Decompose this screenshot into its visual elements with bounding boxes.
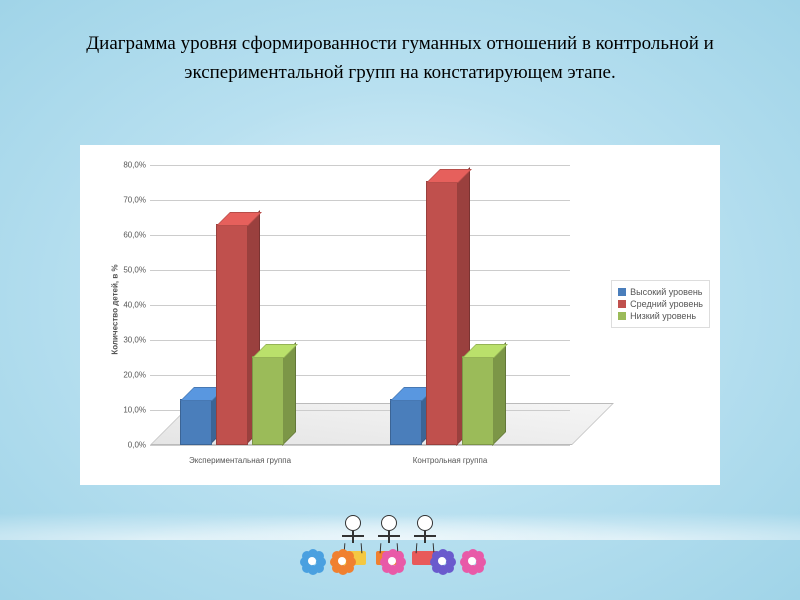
bar bbox=[426, 183, 456, 446]
grid-line bbox=[150, 165, 570, 166]
y-tick-label: 80,0% bbox=[108, 161, 146, 170]
y-tick-label: 40,0% bbox=[108, 301, 146, 310]
y-tick-label: 20,0% bbox=[108, 371, 146, 380]
y-tick-label: 10,0% bbox=[108, 406, 146, 415]
legend-item: Средний уровень bbox=[618, 299, 703, 309]
x-category-label: Контрольная группа bbox=[370, 456, 530, 465]
page: Диаграмма уровня сформированности гуманн… bbox=[0, 0, 800, 600]
y-tick-label: 50,0% bbox=[108, 266, 146, 275]
flower-icon bbox=[300, 549, 324, 573]
flower-icon bbox=[330, 549, 354, 573]
flower-icon bbox=[380, 549, 404, 573]
bar bbox=[390, 401, 420, 445]
grid-line bbox=[150, 305, 570, 306]
legend-item: Высокий уровень bbox=[618, 287, 703, 297]
bar bbox=[462, 358, 492, 446]
chart-area: Количество детей, в % 0,0%10,0%20,0%30,0… bbox=[80, 145, 720, 485]
legend: Высокий уровень Средний уровень Низкий уро… bbox=[611, 280, 710, 328]
grid-line bbox=[150, 375, 570, 376]
legend-item: Низкий уровень bbox=[618, 311, 703, 321]
flower-icon bbox=[460, 549, 484, 573]
grid-line bbox=[150, 270, 570, 271]
y-tick-label: 30,0% bbox=[108, 336, 146, 345]
grid-line bbox=[150, 340, 570, 341]
plot-region: 0,0%10,0%20,0%30,0%40,0%50,0%60,0%70,0%8… bbox=[150, 165, 570, 445]
bar bbox=[252, 358, 282, 446]
bar bbox=[216, 226, 246, 445]
grid-line bbox=[150, 445, 570, 446]
flower-icon bbox=[430, 549, 454, 573]
footer-decoration bbox=[280, 505, 520, 575]
y-tick-label: 60,0% bbox=[108, 231, 146, 240]
y-tick-label: 70,0% bbox=[108, 196, 146, 205]
bar bbox=[180, 401, 210, 445]
y-tick-label: 0,0% bbox=[108, 441, 146, 450]
x-category-label: Экспериментальная группа bbox=[160, 456, 320, 465]
grid-line bbox=[150, 200, 570, 201]
chart-title: Диаграмма уровня сформированности гуманн… bbox=[60, 30, 740, 87]
grid-line bbox=[150, 235, 570, 236]
